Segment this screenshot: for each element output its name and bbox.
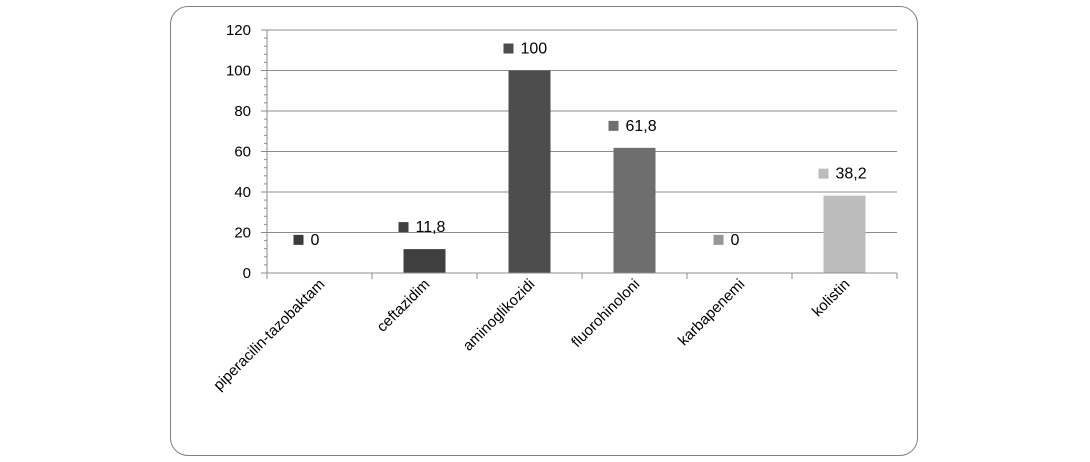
bar bbox=[508, 70, 551, 273]
y-tick-label: 60 bbox=[234, 144, 251, 161]
data-label-marker bbox=[818, 168, 829, 179]
data-label: 61,8 bbox=[626, 118, 657, 135]
data-label-marker bbox=[293, 234, 304, 245]
bars bbox=[403, 70, 866, 273]
gridlines bbox=[267, 29, 897, 233]
category-label: karbapenemi bbox=[675, 276, 748, 349]
category-label: ceftazidim bbox=[374, 276, 434, 336]
data-label: 100 bbox=[521, 41, 548, 58]
data-label-marker bbox=[713, 234, 724, 245]
data-label: 11,8 bbox=[416, 219, 446, 236]
category-label: fluorohinoloni bbox=[568, 276, 643, 351]
data-label-marker bbox=[398, 222, 409, 233]
y-tick-label: 120 bbox=[226, 22, 251, 39]
y-tick-label: 20 bbox=[234, 225, 251, 242]
data-label-marker bbox=[608, 120, 619, 131]
y-tick-label: 80 bbox=[234, 103, 251, 120]
data-label: 0 bbox=[731, 232, 740, 249]
data-label: 38,2 bbox=[836, 166, 867, 183]
data-label: 0 bbox=[311, 232, 320, 249]
y-tick-label: 0 bbox=[243, 265, 251, 282]
data-label-marker bbox=[503, 43, 514, 54]
bar bbox=[613, 147, 656, 273]
axes bbox=[261, 29, 898, 279]
y-tick-label: 100 bbox=[226, 63, 251, 80]
category-label: kolistin bbox=[809, 276, 853, 320]
bar bbox=[823, 195, 866, 273]
category-label: piperacilin-tazobaktam bbox=[210, 276, 328, 394]
bar bbox=[403, 249, 446, 273]
y-tick-label: 40 bbox=[234, 184, 251, 201]
category-label: aminoglikozidi bbox=[460, 276, 539, 355]
